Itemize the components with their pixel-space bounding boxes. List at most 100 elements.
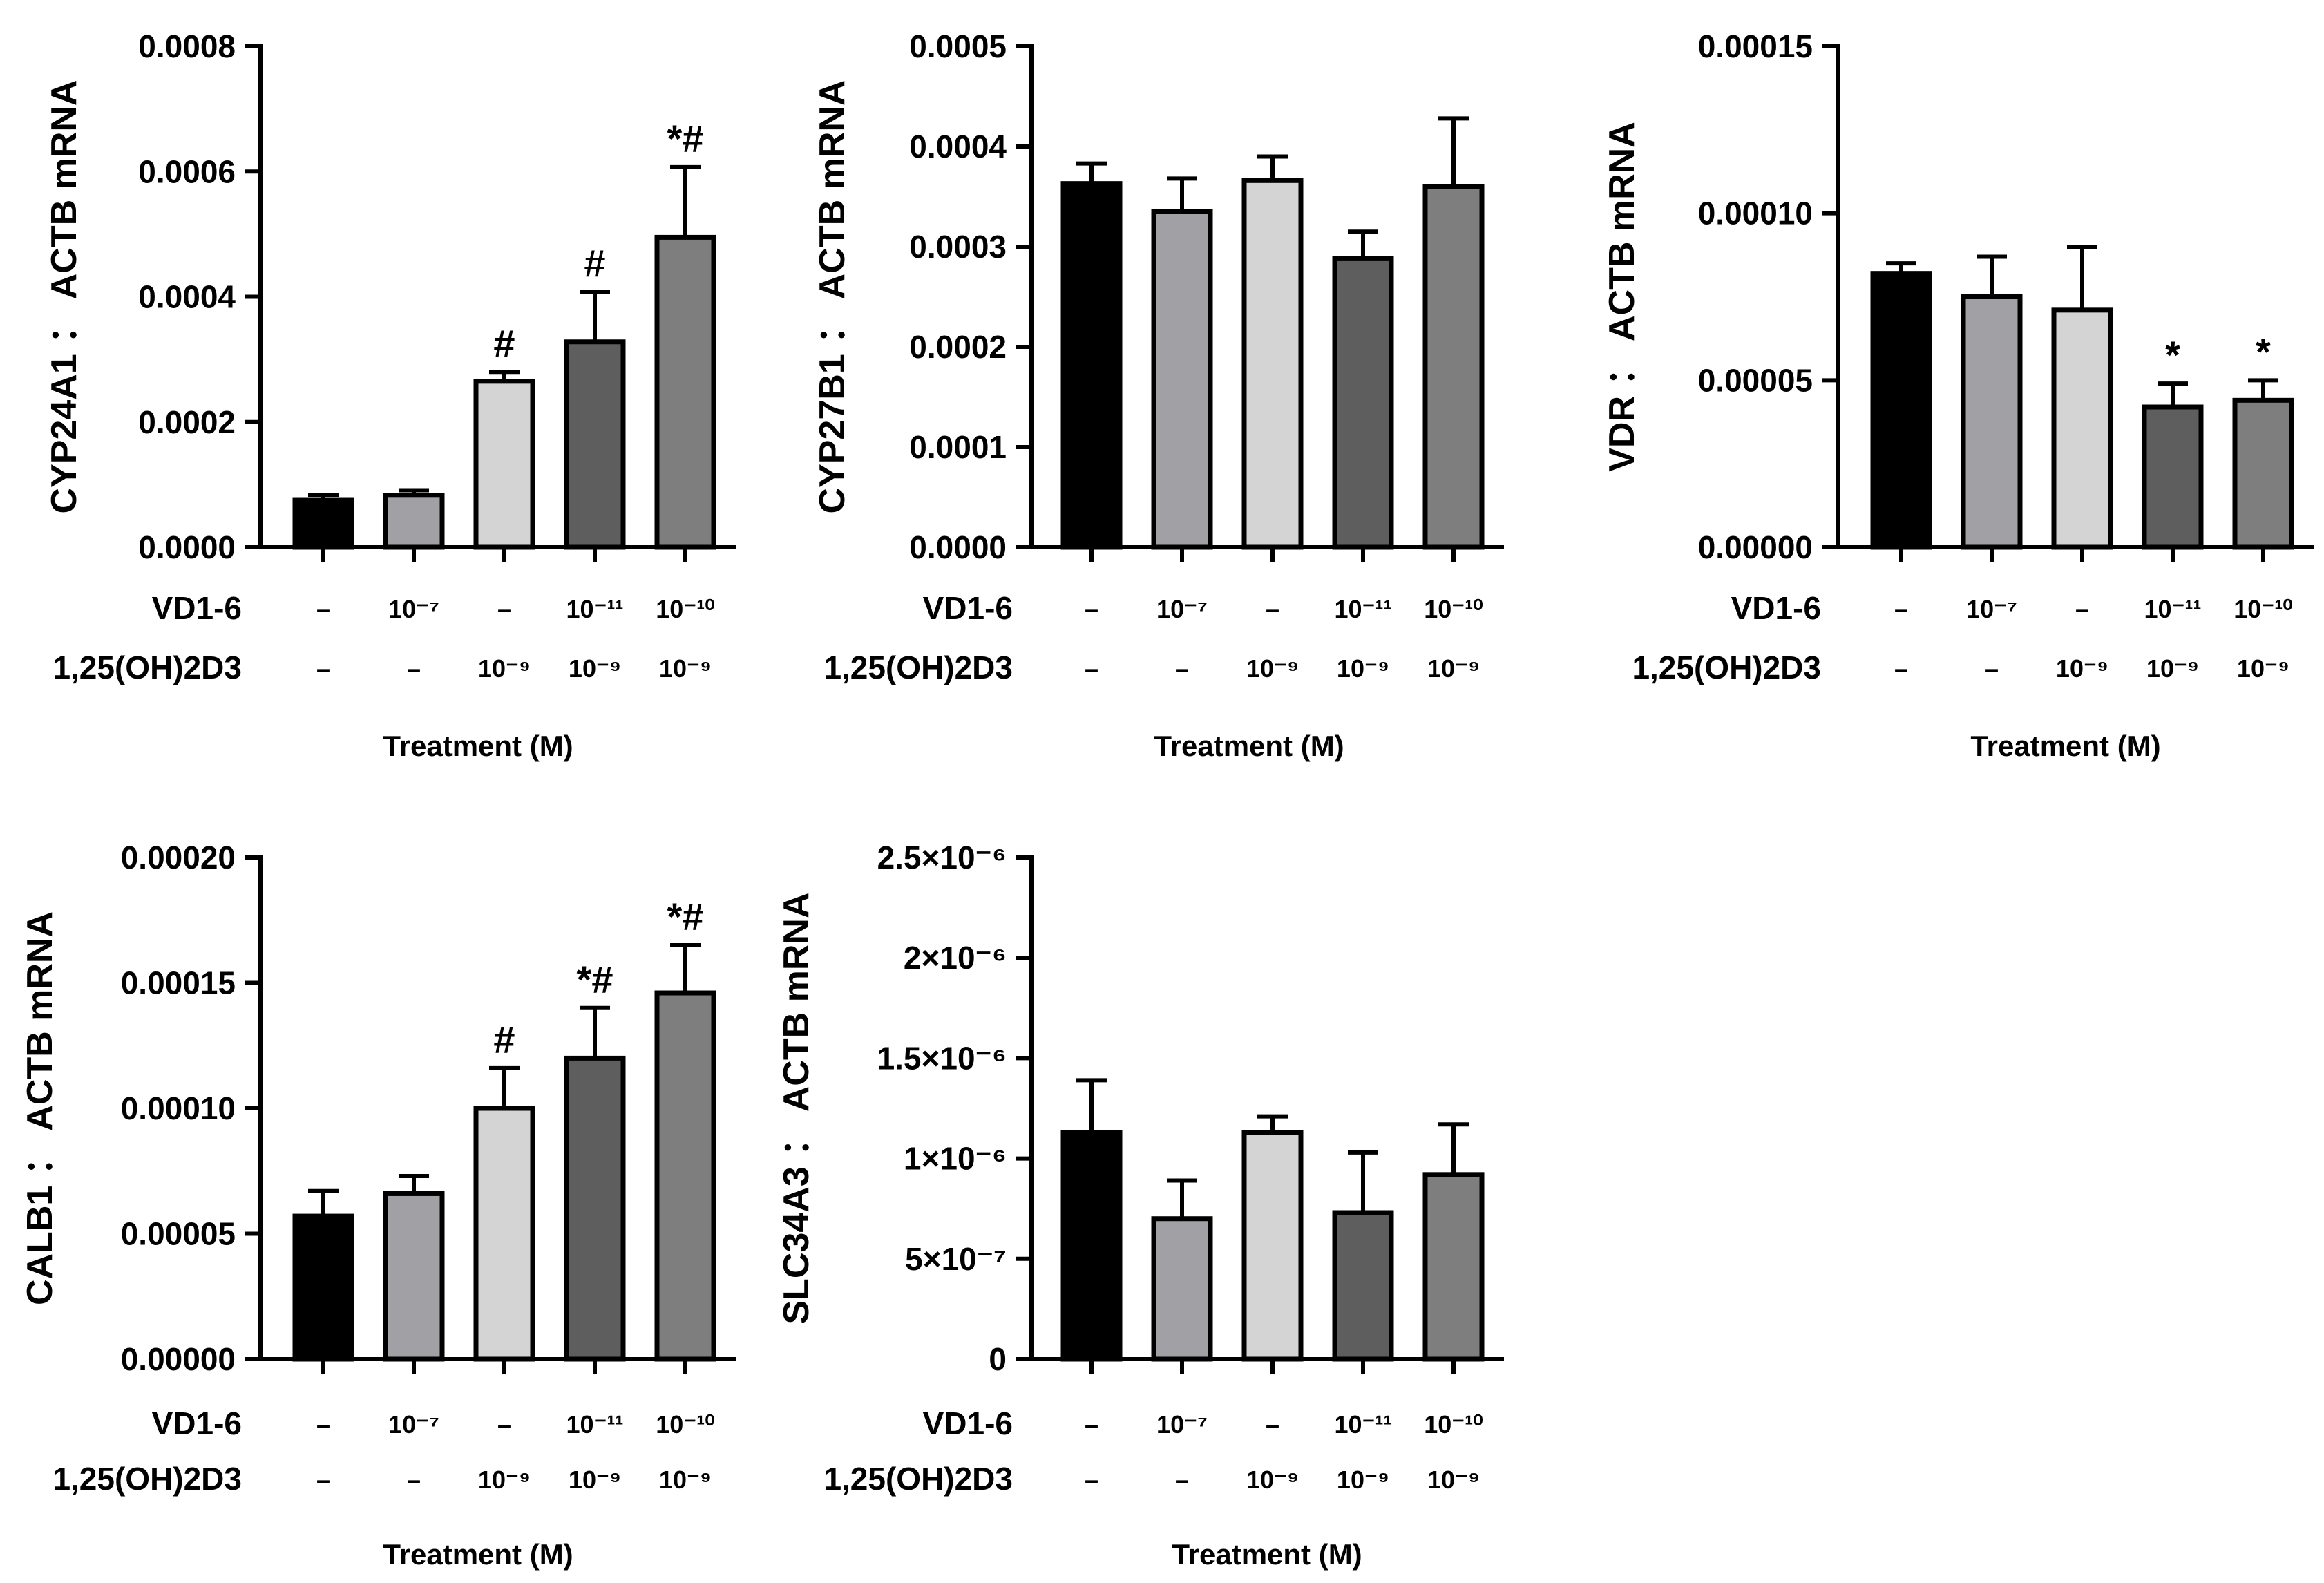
bar — [2232, 397, 2294, 550]
y-tick-label: 0.0000 — [909, 529, 1007, 565]
bar — [1060, 1130, 1123, 1362]
y-axis-label: SLC34A3 ： ACTB mRNA — [777, 892, 817, 1324]
bar — [2142, 404, 2204, 550]
y-axis-label: CYP27B1 ： ACTB mRNA — [812, 80, 853, 514]
treatment-row2-label: 1,25(OH)2D3 — [53, 1461, 242, 1497]
dose-label: 10⁻⁷ — [388, 1410, 439, 1439]
treatment-row2-label: 1,25(OH)2D3 — [823, 650, 1013, 685]
bar — [383, 493, 445, 550]
significance-mark: # — [493, 1018, 515, 1061]
dose-label: 10⁻⁹ — [659, 654, 712, 683]
bar — [2051, 307, 2113, 550]
chart-panel-5: 0 5×10⁻⁷ 1×10⁻⁶ 1.5×10⁻⁶ 2×10⁻⁶ 2.5×10⁻⁶ SLC34… — [777, 840, 1504, 1571]
dose-label: – — [316, 1466, 330, 1494]
bar — [1332, 1210, 1394, 1362]
y-tick-label: 0.0006 — [138, 153, 236, 189]
chart-panel-3: 0.00000 0.00005 0.00010 0.00015 VDR ： ACTB m… — [1602, 28, 2314, 762]
dose-label: – — [1085, 654, 1098, 683]
dose-label: – — [497, 595, 511, 623]
bar — [1332, 256, 1394, 550]
y-tick-label: 5×10⁻⁷ — [905, 1241, 1007, 1277]
y-tick-label: 0.0002 — [138, 404, 236, 440]
significance-mark: *# — [667, 117, 704, 160]
treatment-row2-label: 1,25(OH)2D3 — [823, 1461, 1013, 1497]
dose-label: – — [1894, 654, 1908, 683]
y-tick-label: 0.00000 — [1698, 529, 1813, 565]
dose-label: – — [1175, 1466, 1189, 1494]
bar — [564, 1055, 626, 1362]
dose-label: 10⁻¹⁰ — [1424, 595, 1483, 623]
dose-label: 10⁻¹⁰ — [1424, 1410, 1483, 1439]
dose-label: 10⁻⁹ — [1337, 654, 1389, 683]
y-tick-label: 0.00000 — [121, 1341, 236, 1377]
significance-mark: *# — [667, 895, 704, 938]
bar — [1870, 271, 1932, 550]
bar — [1422, 1172, 1485, 1362]
dose-label: 10⁻⁷ — [388, 595, 439, 623]
chart-panel-4: 0.00000 0.00005 0.00010 0.00015 0.00020 CALB1… — [20, 840, 736, 1571]
bar — [473, 379, 535, 550]
treatment-row1-label: VD1-6 — [152, 590, 242, 626]
dose-label: – — [407, 1466, 421, 1494]
bar — [473, 1106, 535, 1362]
dose-label: 10⁻⁹ — [1427, 1466, 1480, 1494]
y-tick-label: 2×10⁻⁶ — [904, 940, 1007, 976]
treatment-row1-label: VD1-6 — [1731, 590, 1821, 626]
dose-label: 10⁻⁹ — [1246, 1466, 1299, 1494]
dose-label: – — [316, 1410, 330, 1439]
treatment-row2-label: 1,25(OH)2D3 — [1632, 650, 1821, 685]
bar — [1241, 1130, 1304, 1362]
bar — [564, 339, 626, 550]
significance-mark: # — [584, 241, 605, 285]
y-tick-label: 0.0003 — [909, 229, 1007, 265]
bar — [1060, 181, 1123, 550]
y-tick-label: 2.5×10⁻⁶ — [877, 840, 1007, 875]
bar — [292, 497, 354, 550]
dose-label: 10⁻¹¹ — [566, 1410, 623, 1439]
treatment-row1-label: VD1-6 — [923, 1405, 1013, 1441]
dose-label: – — [316, 654, 330, 683]
dose-label: – — [1894, 595, 1908, 623]
dose-label: 10⁻¹¹ — [1334, 595, 1391, 623]
chart-panel-1: 0.0000 0.0002 0.0004 0.0006 0.0008 CYP24A1 ： … — [44, 28, 736, 762]
x-axis-label: Treatment (M) — [1970, 730, 2160, 762]
y-tick-label: 0.00020 — [121, 840, 236, 875]
dose-label: 10⁻⁷ — [1156, 595, 1208, 623]
dose-label: 10⁻⁹ — [569, 654, 621, 683]
y-tick-label: 0.0004 — [138, 279, 236, 315]
dose-label: 10⁻⁹ — [478, 1466, 531, 1494]
significance-mark: # — [493, 321, 515, 365]
dose-label: – — [1085, 1410, 1098, 1439]
y-tick-label: 0.0002 — [909, 329, 1007, 365]
significance-mark: * — [2165, 333, 2180, 377]
y-tick-label: 0 — [989, 1341, 1007, 1377]
chart-panel-2: 0.0000 0.0001 0.0002 0.0003 0.0004 0.0005 CYP2… — [812, 28, 1504, 762]
bar — [1151, 209, 1213, 550]
significance-mark: *# — [577, 958, 613, 1001]
y-axis-label: CALB1 ： ACTB mRNA — [20, 911, 60, 1305]
x-axis-label: Treatment (M) — [383, 730, 573, 762]
bar — [383, 1191, 445, 1362]
dose-label: 10⁻⁷ — [1966, 595, 2017, 623]
dose-label: 10⁻⁹ — [569, 1466, 621, 1494]
x-axis-label: Treatment (M) — [1154, 730, 1344, 762]
dose-label: 10⁻¹¹ — [566, 595, 623, 623]
y-tick-label: 0.0008 — [138, 28, 236, 64]
treatment-row1-label: VD1-6 — [923, 590, 1013, 626]
x-axis-label: Treatment (M) — [383, 1538, 573, 1571]
x-axis-label: Treatment (M) — [1172, 1538, 1362, 1571]
y-tick-label: 0.00015 — [121, 965, 236, 1001]
y-tick-label: 1.5×10⁻⁶ — [877, 1040, 1007, 1076]
y-axis-label: CYP24A1 ： ACTB mRNA — [44, 80, 84, 514]
y-tick-label: 0.00010 — [1698, 196, 1813, 231]
dose-label: – — [2075, 595, 2089, 623]
dose-label: 10⁻¹⁰ — [2233, 595, 2292, 623]
dose-label: 10⁻¹⁰ — [656, 1410, 714, 1439]
dose-label: 10⁻⁹ — [478, 654, 531, 683]
dose-label: – — [497, 1410, 511, 1439]
bar — [292, 1213, 354, 1362]
dose-label: 10⁻¹¹ — [1334, 1410, 1391, 1439]
dose-label: 10⁻¹¹ — [2144, 595, 2201, 623]
dose-label: 10⁻⁹ — [1427, 654, 1480, 683]
